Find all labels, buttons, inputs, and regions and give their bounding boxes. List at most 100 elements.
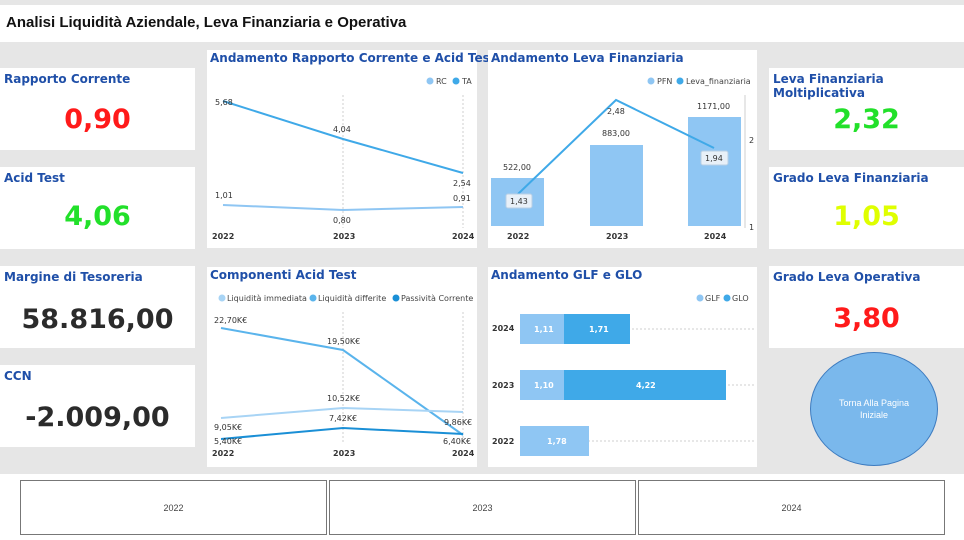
x-tick-2022: 2022 [212, 449, 234, 458]
kpi-value: 2,32 [833, 104, 900, 135]
data-label-differite-2024: 9,86K€ [444, 418, 472, 427]
x-tick-2022: 2022 [507, 232, 529, 241]
data-label-glo-2023: 4,22 [636, 381, 656, 390]
kpi-card-ccn: CCN -2.009,00 [0, 365, 195, 447]
header-bar: Analisi Liquidità Aziendale, Leva Finanz… [0, 5, 964, 42]
bar-glo-2023 [564, 370, 726, 400]
bar-glf-2022 [520, 426, 589, 456]
series-line-passivita [220, 426, 464, 440]
y-tick-2022: 2022 [492, 437, 514, 446]
data-label-ta-2023: 4,04 [333, 125, 351, 134]
kpi-value: 58.816,00 [21, 304, 174, 335]
data-label-immediata-2024: 6,40K€ [443, 437, 471, 446]
legend-marker-glf [696, 294, 704, 302]
series-line-differite [220, 406, 464, 419]
y-tick-2023: 2023 [492, 381, 514, 390]
kpi-label: Margine di Tesoreria [4, 270, 143, 284]
kpi-card-acid-test: Acid Test 4,06 [0, 167, 195, 249]
data-label-immediata-2022: 22,70K€ [214, 316, 247, 325]
page-title: Analisi Liquidità Aziendale, Leva Finanz… [6, 14, 407, 31]
data-label-glf-2022: 1,78 [547, 437, 567, 446]
x-tick-2023: 2023 [333, 449, 355, 458]
kpi-label: Leva Finanziaria Moltiplicativa [773, 72, 884, 100]
kpi-label: Grado Leva Operativa [773, 270, 921, 284]
legend-marker-passivita [392, 294, 400, 302]
legend-rc: RC [436, 77, 447, 86]
x-tick-2024: 2024 [452, 449, 475, 458]
right-axis-tick-2: 2 [749, 136, 754, 145]
data-label-passivita-2023: 7,42K€ [329, 414, 357, 423]
data-label-leva-2023: 2,48 [607, 107, 625, 116]
slicer-year-2024[interactable]: 2024 [638, 480, 945, 535]
x-tick-2022: 2022 [212, 232, 234, 241]
chart-rc-ta: Andamento Rapporto Corrente e Acid Test … [207, 50, 496, 248]
chart-componenti-acid-test: Componenti Acid Test Liquidità immediata… [207, 267, 477, 467]
data-label-leva-2022: 1,43 [510, 197, 528, 206]
x-tick-2023: 2023 [606, 232, 628, 241]
kpi-value: -2.009,00 [25, 402, 170, 433]
bar-glf-2024 [520, 314, 564, 344]
data-label-differite-2022: 9,05K€ [214, 423, 242, 432]
legend-marker-rc [426, 77, 434, 85]
data-label-immediata-2023: 19,50K€ [327, 337, 360, 346]
legend-marker-immediata [218, 294, 226, 302]
y-tick-2024: 2024 [492, 324, 515, 333]
kpi-card-grado-leva-operativa: Grado Leva Operativa 3,80 [769, 266, 964, 348]
legend-marker-leva [676, 77, 684, 85]
slicer-year-2023[interactable]: 2023 [329, 480, 636, 535]
data-label-pfn-2022: 522,00 [503, 163, 531, 172]
data-label-passivita-2024: 6,40K€ [443, 437, 471, 446]
back-to-home-button[interactable]: Torna Alla Pagina Iniziale [810, 352, 938, 466]
data-label-rc-2023: 0,80 [333, 216, 351, 225]
kpi-card-margine-tesoreria: Margine di Tesoreria 58.816,00 [0, 266, 195, 348]
data-label-glf-2024: 1,11 [534, 325, 554, 334]
bar-pfn-2023 [590, 145, 643, 226]
legend-glo: GLO [732, 294, 749, 303]
kpi-card-grado-leva-finanziaria: Grado Leva Finanziaria 1,05 [769, 167, 964, 249]
legend-leva: Leva_finanziaria [686, 77, 751, 86]
bar-pfn-2024 [688, 117, 741, 226]
data-label-rc-2024: 0,91 [453, 194, 471, 203]
kpi-value: 4,06 [64, 201, 131, 232]
data-label-leva-2024: 1,94 [705, 154, 723, 163]
chart-title: Andamento Rapporto Corrente e Acid Test [210, 51, 496, 65]
slicer-year-2022[interactable]: 2022 [20, 480, 327, 535]
data-label-ta-2024: 2,54 [453, 179, 471, 188]
kpi-label: CCN [4, 369, 32, 383]
data-label-box-leva-2022 [505, 193, 533, 209]
chart-title: Andamento GLF e GLO [491, 268, 643, 282]
bar-glf-2023 [520, 370, 564, 400]
legend-glf: GLF [705, 294, 721, 303]
kpi-value: 3,80 [833, 303, 900, 334]
kpi-label: Acid Test [4, 171, 65, 185]
legend-marker-pfn [647, 77, 655, 85]
chart-glf-glo-svg: GLF GLO 2024 2023 2022 1,11 1,71 1,10 4,… [492, 294, 754, 456]
data-label-glf-2023: 1,10 [534, 381, 554, 390]
x-tick-2024: 2024 [704, 232, 727, 241]
legend-ta: TA [461, 77, 472, 86]
data-label-glo-2024: 1,71 [589, 325, 609, 334]
kpi-card-leva-moltiplicativa: Leva Finanziaria Moltiplicativa 2,32 [769, 68, 964, 150]
x-tick-2023: 2023 [333, 232, 355, 241]
data-label-box-leva-2024 [700, 150, 729, 166]
series-line-leva [517, 98, 715, 195]
data-label-pfn-2024: 1171,00 [697, 102, 730, 111]
legend-immediata: Liquidità immediata [227, 294, 307, 303]
right-axis-tick-1: 1 [749, 223, 754, 232]
data-label-differite-2023: 10,52K€ [327, 394, 360, 403]
chart-acid-components-svg: Liquidità immediata Liquidità differite … [212, 294, 475, 458]
legend-marker-glo [723, 294, 731, 302]
legend-marker-differite [309, 294, 317, 302]
series-line-rc [222, 204, 464, 212]
x-tick-2024: 2024 [452, 232, 475, 241]
kpi-value: 0,90 [64, 104, 131, 135]
kpi-label: Rapporto Corrente [4, 72, 131, 86]
legend-passivita: Passività Corrente [401, 294, 473, 303]
bar-glo-2024 [564, 314, 630, 344]
kpi-card-rapporto-corrente: Rapporto Corrente 0,90 [0, 68, 195, 150]
legend-differite: Liquidità differite [318, 294, 386, 303]
data-label-ta-2022: 5,68 [215, 98, 233, 107]
data-label-passivita-2022: 5,40K€ [214, 437, 242, 446]
legend-pfn: PFN [657, 77, 672, 86]
data-label-rc-2022: 1,01 [215, 191, 233, 200]
